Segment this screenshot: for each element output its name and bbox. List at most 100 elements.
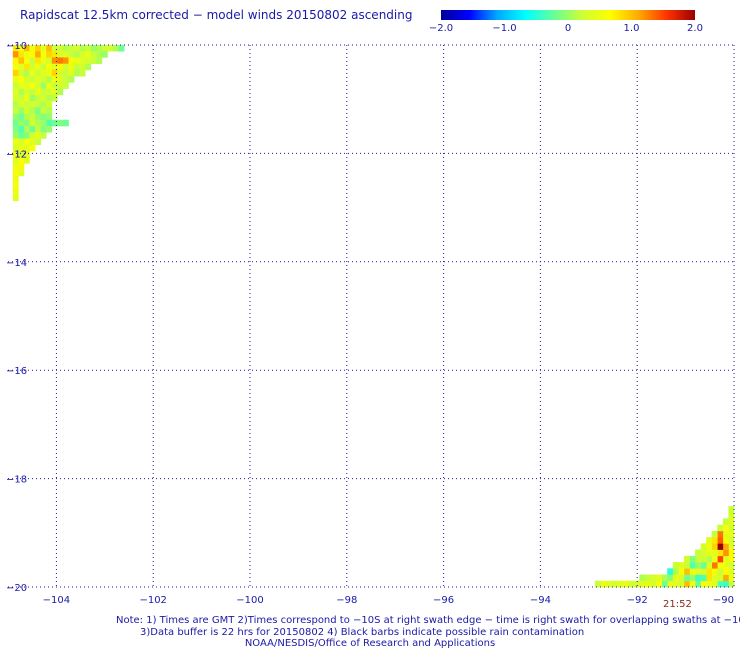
data-cell: [18, 113, 25, 121]
data-cell: [40, 69, 47, 77]
data-cell: [683, 555, 690, 563]
data-cell: [29, 88, 36, 96]
data-cell: [717, 562, 724, 569]
data-cell: [667, 580, 674, 588]
data-cell: [689, 580, 696, 588]
data-cell: [46, 51, 53, 58]
data-cell: [717, 549, 724, 557]
data-cell: [717, 580, 724, 588]
data-cell: [728, 518, 735, 525]
data-cell: [46, 126, 53, 133]
x-tick-label: −90: [713, 595, 734, 606]
data-cell: [74, 63, 80, 71]
data-cell: [656, 574, 662, 582]
x-tick-label: −92: [627, 595, 648, 606]
data-cell: [79, 57, 86, 64]
data-cell: [40, 45, 47, 52]
data-cell: [18, 119, 25, 127]
data-cell: [40, 57, 47, 64]
data-cell: [644, 580, 651, 588]
data-cell: [40, 82, 47, 89]
data-cell: [639, 580, 646, 588]
data-cell: [695, 574, 701, 582]
data-cell: [678, 562, 685, 569]
data-cell: [74, 69, 80, 77]
data-cell: [695, 580, 701, 588]
gridlines: [8, 44, 735, 588]
data-cell: [62, 45, 69, 52]
data-cell: [57, 57, 64, 64]
y-tick-label: −12: [6, 149, 27, 160]
data-cell: [722, 562, 729, 569]
data-cell: [29, 126, 36, 133]
data-cell: [35, 138, 41, 146]
data-cell: [90, 45, 97, 52]
data-cell: [35, 82, 41, 89]
data-cell: [23, 119, 30, 127]
data-cell: [57, 76, 64, 83]
data-cell: [706, 537, 713, 544]
data-cell: [46, 107, 53, 114]
data-cell: [29, 69, 36, 77]
data-cell: [12, 175, 19, 183]
data-cell: [62, 57, 69, 64]
data-cell: [12, 107, 19, 114]
data-cell: [35, 94, 41, 102]
data-cell: [62, 119, 69, 127]
data-cell: [12, 188, 19, 195]
wind-difference-cells: [12, 45, 735, 588]
data-cell: [611, 580, 618, 588]
data-cell: [23, 63, 30, 71]
data-cell: [711, 580, 718, 588]
data-cell: [728, 580, 735, 588]
data-cell: [18, 144, 25, 152]
data-cell: [23, 57, 30, 64]
data-cell: [29, 82, 36, 89]
data-cell: [29, 132, 36, 139]
data-cell: [29, 101, 36, 108]
data-cell: [85, 45, 92, 52]
data-cell: [728, 562, 735, 569]
data-cell: [695, 555, 701, 563]
colorbar-tick-label: −1.0: [492, 23, 516, 34]
data-cell: [35, 57, 41, 64]
data-cell: [722, 549, 729, 557]
data-cell: [728, 524, 735, 532]
chart-title: Rapidscat 12.5km corrected − model winds…: [20, 8, 413, 22]
data-cell: [605, 580, 612, 588]
data-cell: [661, 574, 668, 582]
data-cell: [18, 94, 25, 102]
data-cell: [35, 63, 41, 71]
data-cell: [29, 51, 36, 58]
data-cell: [96, 45, 103, 52]
data-cell: [57, 45, 64, 52]
data-cell: [711, 549, 718, 557]
data-cell: [40, 94, 47, 102]
colorbar-tick-label: 1.0: [624, 23, 640, 34]
data-cell: [728, 549, 735, 557]
data-cell: [57, 69, 64, 77]
x-tick-label: −104: [43, 595, 70, 606]
data-cell: [51, 94, 58, 102]
data-cell: [18, 101, 25, 108]
data-cell: [706, 574, 713, 582]
data-cell: [68, 69, 75, 77]
data-cell: [689, 568, 696, 575]
data-cell: [656, 580, 662, 588]
data-cell: [706, 568, 713, 575]
data-cell: [672, 562, 679, 569]
data-cell: [700, 555, 707, 563]
data-cell: [678, 580, 685, 588]
y-tick-label: −16: [6, 366, 27, 377]
colorbar-tick-label: 2.0: [687, 23, 703, 34]
data-cell: [51, 45, 58, 52]
data-cell: [35, 76, 41, 83]
y-tick-label: −18: [6, 475, 27, 486]
data-cell: [12, 57, 19, 64]
data-cell: [46, 88, 53, 96]
data-cell: [35, 51, 41, 58]
data-cell: [85, 63, 92, 71]
data-cell: [29, 57, 36, 64]
data-cell: [700, 580, 707, 588]
